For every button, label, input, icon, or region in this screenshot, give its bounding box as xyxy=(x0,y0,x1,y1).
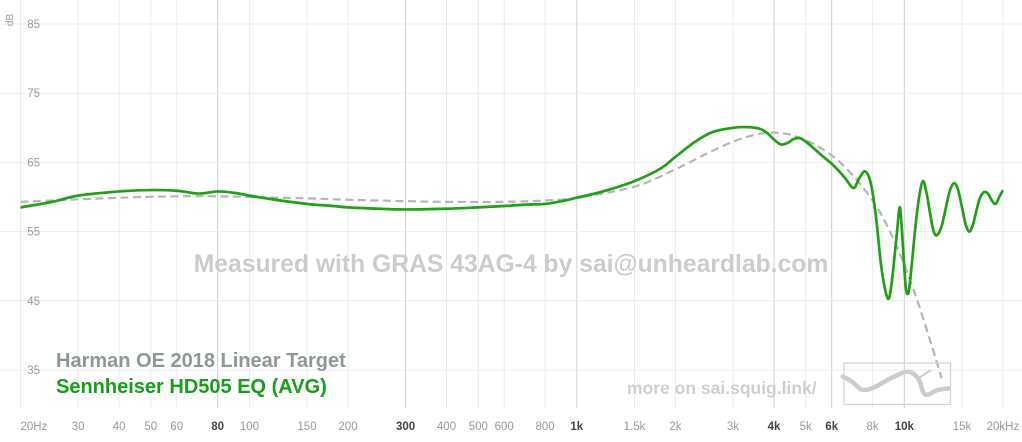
svg-text:1.5k: 1.5k xyxy=(624,421,646,433)
svg-text:65: 65 xyxy=(27,157,40,169)
svg-text:20kHz: 20kHz xyxy=(987,421,1020,433)
svg-text:60: 60 xyxy=(170,421,183,433)
svg-text:Harman OE 2018 Linear Target: Harman OE 2018 Linear Target xyxy=(56,350,346,372)
svg-text:45: 45 xyxy=(27,296,40,308)
svg-text:85: 85 xyxy=(27,19,40,31)
svg-text:Measured with GRAS 43AG-4 by s: Measured with GRAS 43AG-4 by sai@unheard… xyxy=(194,251,829,278)
svg-text:600: 600 xyxy=(495,421,514,433)
svg-text:8k: 8k xyxy=(867,421,879,433)
svg-text:800: 800 xyxy=(536,421,555,433)
svg-text:30: 30 xyxy=(72,421,85,433)
svg-text:150: 150 xyxy=(297,421,316,433)
svg-text:6k: 6k xyxy=(825,421,838,433)
svg-text:15k: 15k xyxy=(953,421,972,433)
svg-text:75: 75 xyxy=(27,88,40,100)
svg-text:80: 80 xyxy=(211,421,224,433)
svg-text:200: 200 xyxy=(338,421,357,433)
svg-text:10k: 10k xyxy=(895,421,915,433)
svg-text:300: 300 xyxy=(396,421,415,433)
svg-text:35: 35 xyxy=(27,365,40,377)
svg-text:1k: 1k xyxy=(570,421,583,433)
svg-text:2k: 2k xyxy=(669,421,681,433)
svg-text:20Hz: 20Hz xyxy=(21,421,48,433)
svg-text:500: 500 xyxy=(469,421,488,433)
svg-text:5k: 5k xyxy=(800,421,812,433)
svg-text:4k: 4k xyxy=(768,421,781,433)
svg-text:3k: 3k xyxy=(727,421,739,433)
svg-text:55: 55 xyxy=(27,227,40,239)
svg-text:more on sai.squig.link/: more on sai.squig.link/ xyxy=(627,378,817,398)
svg-text:400: 400 xyxy=(437,421,456,433)
svg-text:dB: dB xyxy=(5,14,16,27)
svg-text:40: 40 xyxy=(113,421,126,433)
svg-text:Sennheiser HD505 EQ (AVG): Sennheiser HD505 EQ (AVG) xyxy=(56,376,327,398)
svg-text:100: 100 xyxy=(240,421,259,433)
svg-text:50: 50 xyxy=(144,421,157,433)
